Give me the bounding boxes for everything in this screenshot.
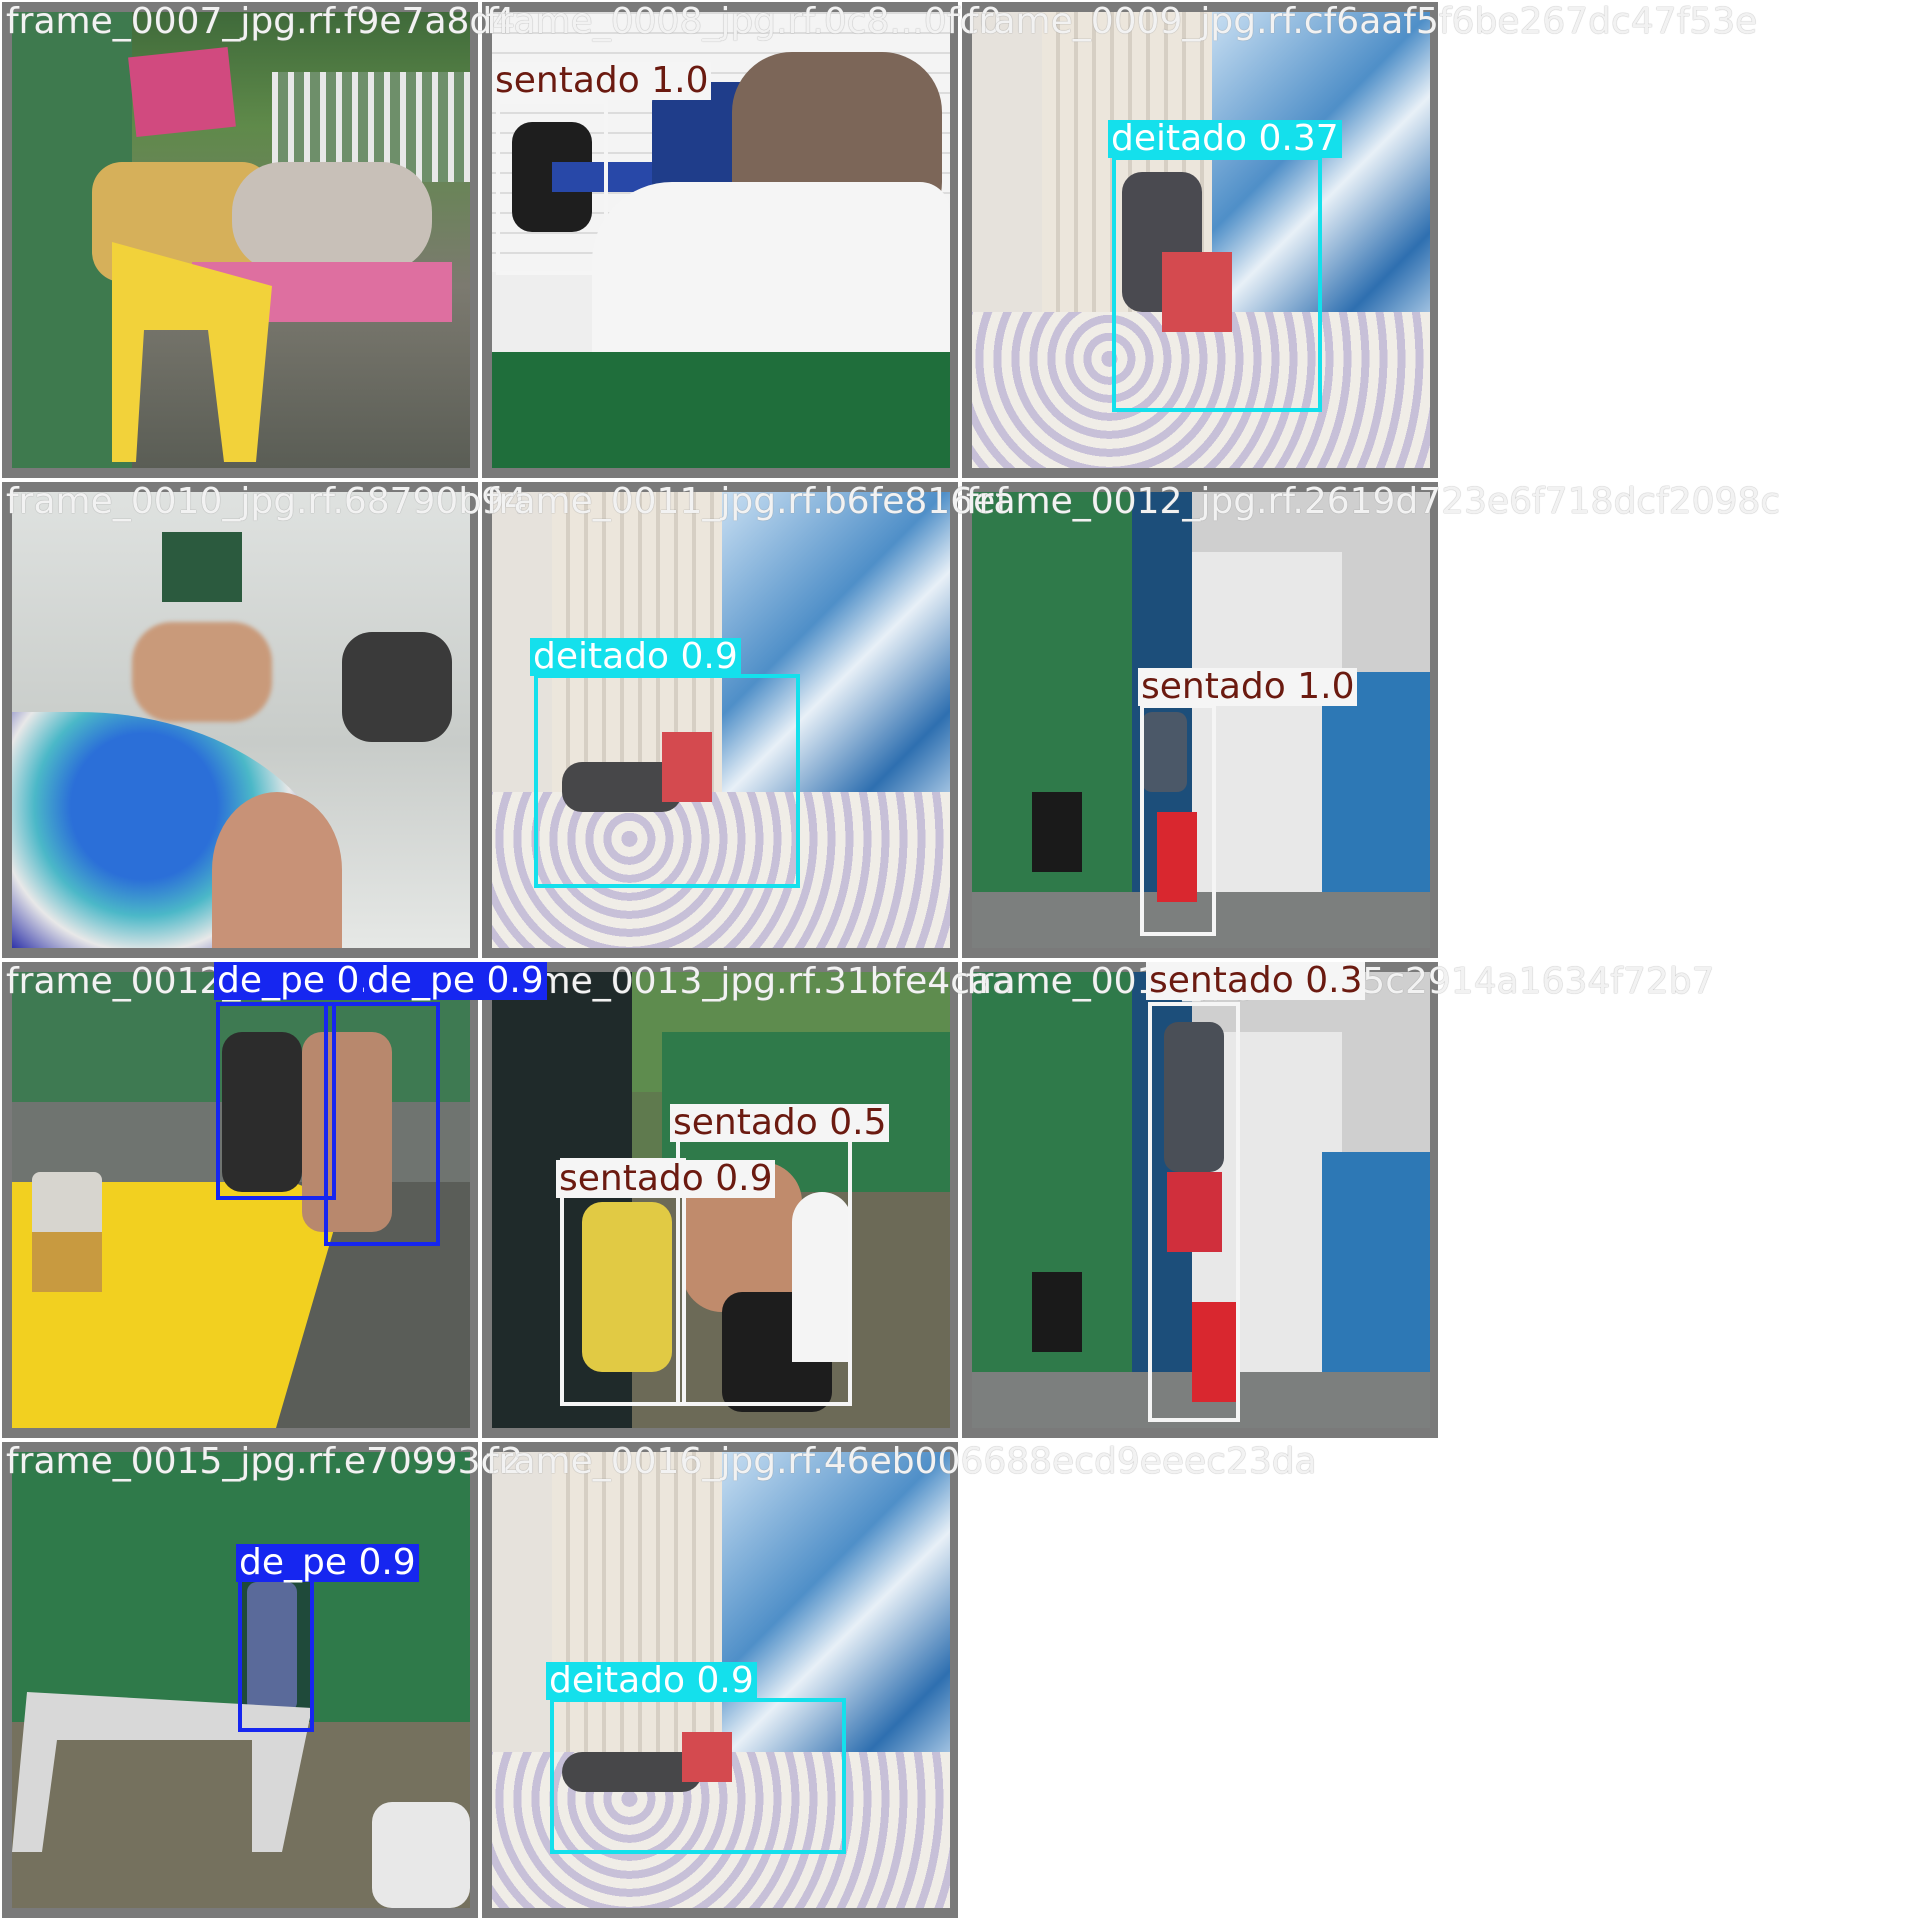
photo-man-lying-bed-2	[492, 1452, 950, 1908]
mosaic-tile-9: frame_0015_jpg.rf.e70993c2 de_pe 0.9	[2, 1442, 523, 1918]
frame-filename: frame_0012_	[6, 961, 241, 1002]
detection-box-de-pe	[238, 1578, 314, 1732]
detection-label-sentado: sentado 1.0	[1138, 668, 1358, 706]
detection-box-sentado	[676, 1110, 852, 1406]
frame-filename: frame_0007_jpg.rf.f9e7a8d4	[6, 1, 516, 42]
frame-filename: frame_0008_jpg.rf.0c8...0fc0	[486, 1, 1003, 42]
frame-filename: frame_0011_jpg.rf.b6fe816ef	[486, 481, 1008, 522]
mosaic-tile-8: frame_0014_jpg.rf.35f5c2914a1634f72b7 se…	[962, 962, 1715, 1438]
frame-filename: frame_0013_jpg.rf.31bfe4caa	[486, 961, 1015, 1002]
frame-filename: frame_0015_jpg.rf.e70993c2	[6, 1441, 524, 1482]
detection-box-de-pe	[324, 1002, 440, 1246]
detection-box-deitado	[550, 1698, 846, 1854]
mosaic-tile-2: frame_0009_jpg.rf.cf6aaf5f6be267dc47f53e…	[962, 2, 1757, 478]
mosaic-tile-7: frame_0013_jpg.rf.31bfe4caa sentado 0.5 …	[482, 962, 1014, 1438]
detection-box-deitado	[1112, 156, 1322, 412]
detection-box-de-pe	[216, 1002, 336, 1200]
mosaic-tile-10: frame_0016_jpg.rf.46eb006688ecd9eeec23da…	[482, 1442, 1317, 1918]
detection-box-sentado	[1148, 1002, 1240, 1422]
mosaic-tile-3: frame_0010_jpg.rf.68790b94	[2, 482, 527, 958]
mosaic-tile-0: frame_0007_jpg.rf.f9e7a8d4	[2, 2, 515, 478]
mosaic-tile-5: frame_0012_jpg.rf.2619d723e6f718dcf2098c…	[962, 482, 1780, 958]
detection-box-deitado	[534, 674, 800, 888]
photo-patio-man-standing	[972, 972, 1430, 1428]
frame-filename: frame_0009_jpg.rf.cf6aaf5f6be267dc47f53e	[966, 1, 1758, 42]
photo-patio-red-stool	[972, 492, 1430, 948]
detection-label-sentado: sentado 1.0	[492, 62, 712, 100]
photo-backyard-chairs	[12, 12, 470, 468]
detection-box-sentado	[496, 100, 608, 275]
detection-label-deitado: deitado 0.9	[530, 638, 741, 676]
photo-yellow-table	[12, 972, 470, 1428]
frame-filename: frame_0010_jpg.rf.68790b94	[6, 481, 527, 522]
detection-label-deitado: deitado 0.9	[546, 1662, 757, 1700]
detection-label-sentado: sentado 0.9	[556, 1160, 776, 1198]
frame-filename: frame_0012_jpg.rf.2619d723e6f718dcf2098c	[966, 481, 1781, 522]
mosaic-tile-6: frame_0012_ de_pe 0.6 de_pe 0.9	[2, 961, 547, 1438]
detection-label-sentado: sentado 0.3	[1146, 962, 1366, 1000]
detection-label-deitado: deitado 0.37	[1108, 120, 1342, 158]
mosaic-tile-4: frame_0011_jpg.rf.b6fe816ef deitado 0.9	[482, 482, 1008, 958]
detection-label-sentado: sentado 0.5	[670, 1104, 890, 1142]
photo-blurry-party	[12, 492, 470, 948]
photo-waiting-room	[492, 12, 950, 468]
detection-label-de-pe: de_pe 0.9	[236, 1544, 419, 1582]
mosaic-tile-1: frame_0008_jpg.rf.0c8...0fc0 sentado 1.0	[482, 2, 1002, 478]
photo-man-on-bed-sitting	[972, 12, 1430, 468]
detection-label-de-pe: de_pe 0.9	[364, 962, 547, 1000]
frame-filename: frame_0016_jpg.rf.46eb006688ecd9eeec23da	[486, 1441, 1317, 1482]
detection-box-sentado	[1140, 704, 1216, 936]
